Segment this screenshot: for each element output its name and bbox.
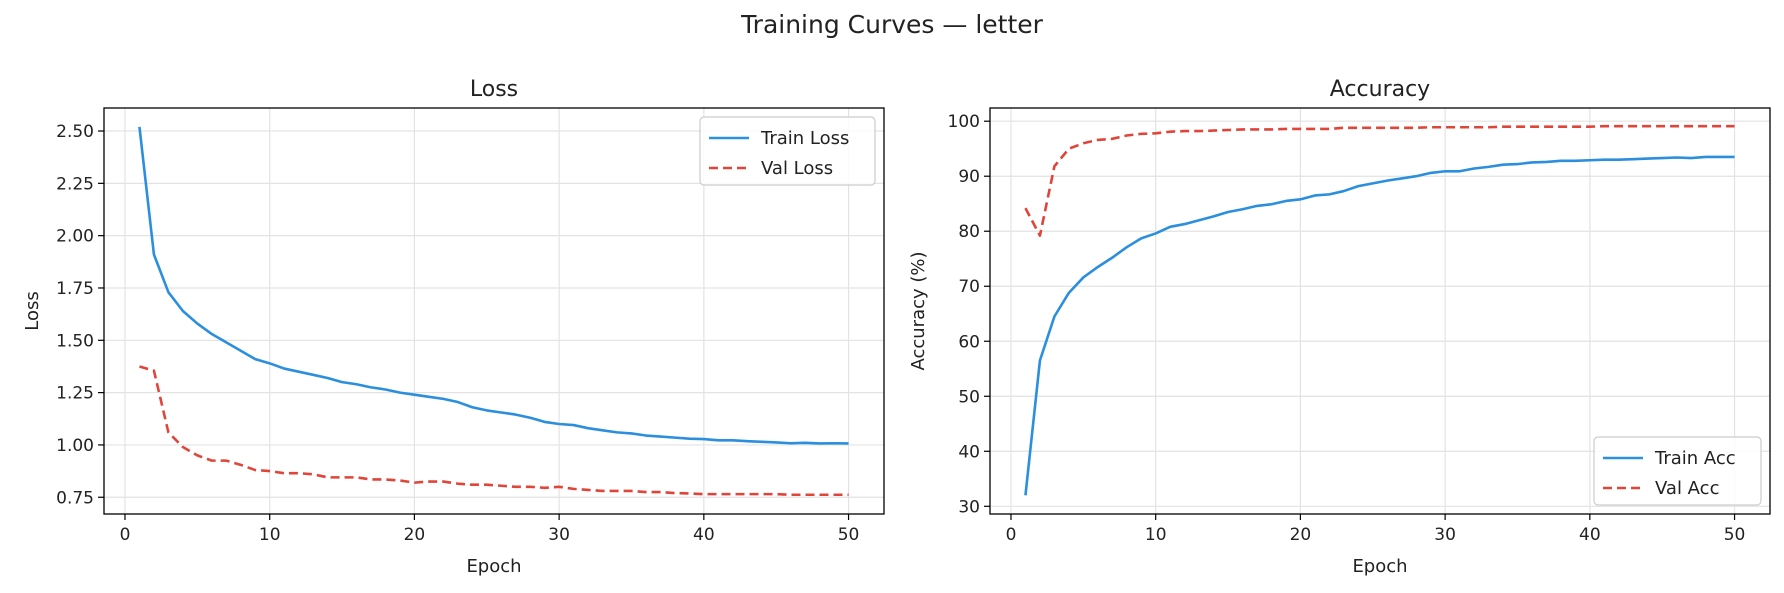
accuracy-y-tick-label: 50 [958,387,980,407]
loss-x-label: Epoch [466,556,521,577]
accuracy-y-label: Accuracy (%) [908,251,929,370]
val-loss-legend-label: Val Loss [761,158,833,179]
accuracy-series-lines [1024,124,1735,496]
loss-y-tick-label: 2.00 [56,227,94,247]
val-acc-legend-label: Val Acc [1655,478,1719,499]
accuracy-x-tick-label: 10 [1145,525,1167,545]
loss-y-tick-label: 1.25 [56,384,94,404]
train-acc-line [1024,155,1735,496]
loss-y-tick-label: 1.00 [56,436,94,456]
accuracy-y-tick-label: 40 [958,442,980,462]
loss-y-tick-label: 1.75 [56,279,94,299]
accuracy-x-tick-label: 20 [1290,525,1312,545]
accuracy-y-tick-label: 30 [958,497,980,517]
loss-x-tick-label: 20 [404,525,426,545]
accuracy-axes-frame [989,107,1771,515]
accuracy-x-ticks: 0 10 20 30 40 50 [1006,514,1746,545]
accuracy-panel: 0 10 20 30 40 50 30 40 50 60 70 80 90 100 Accuracy E… [908,77,1771,577]
figure-suptitle: Training Curves — letter [741,10,1043,39]
accuracy-x-tick-label: 0 [1006,525,1017,545]
accuracy-y-tick-label: 90 [958,167,980,187]
loss-x-ticks: 0 10 20 30 40 50 [120,514,860,545]
loss-x-tick-label: 30 [548,525,570,545]
loss-panel: 0 10 20 30 40 50 0.75 1.00 1.25 1.50 1.75 2.00 2.25… [22,77,885,577]
val-loss-line [139,365,849,497]
train-loss-legend-label: Train Loss [760,128,849,149]
loss-x-tick-label: 50 [838,525,860,545]
accuracy-title: Accuracy [1330,77,1430,102]
train-acc-legend-label: Train Acc [1654,448,1736,469]
loss-y-tick-label: 2.25 [56,174,94,194]
accuracy-y-tick-label: 70 [958,277,980,297]
train-loss-line [138,126,849,445]
accuracy-grid [990,108,1770,514]
loss-y-tick-label: 0.75 [56,488,94,508]
loss-x-tick-label: 10 [259,525,281,545]
accuracy-y-tick-label: 60 [958,332,980,352]
accuracy-x-tick-label: 50 [1724,525,1746,545]
loss-y-tick-label: 1.50 [56,331,94,351]
loss-x-tick-label: 40 [693,525,715,545]
accuracy-x-tick-label: 40 [1579,525,1601,545]
accuracy-legend: Train Acc Val Acc [1593,436,1762,506]
loss-axes-frame [103,107,885,515]
loss-y-label: Loss [22,291,43,330]
loss-y-tick-label: 2.50 [56,122,94,142]
loss-y-ticks: 0.75 1.00 1.25 1.50 1.75 2.00 2.25 2.50 [56,122,104,508]
accuracy-x-tick-label: 30 [1434,525,1456,545]
loss-legend: Train Loss Val Loss [699,116,876,186]
loss-title: Loss [470,77,518,102]
val-acc-line [1024,124,1735,237]
loss-x-tick-label: 0 [120,525,131,545]
accuracy-y-tick-label: 80 [958,222,980,242]
accuracy-y-ticks: 30 40 50 60 70 80 90 100 [948,112,990,517]
loss-series-lines [138,126,849,497]
accuracy-y-tick-label: 100 [948,112,980,132]
loss-grid [104,108,884,514]
accuracy-x-label: Epoch [1352,556,1407,577]
